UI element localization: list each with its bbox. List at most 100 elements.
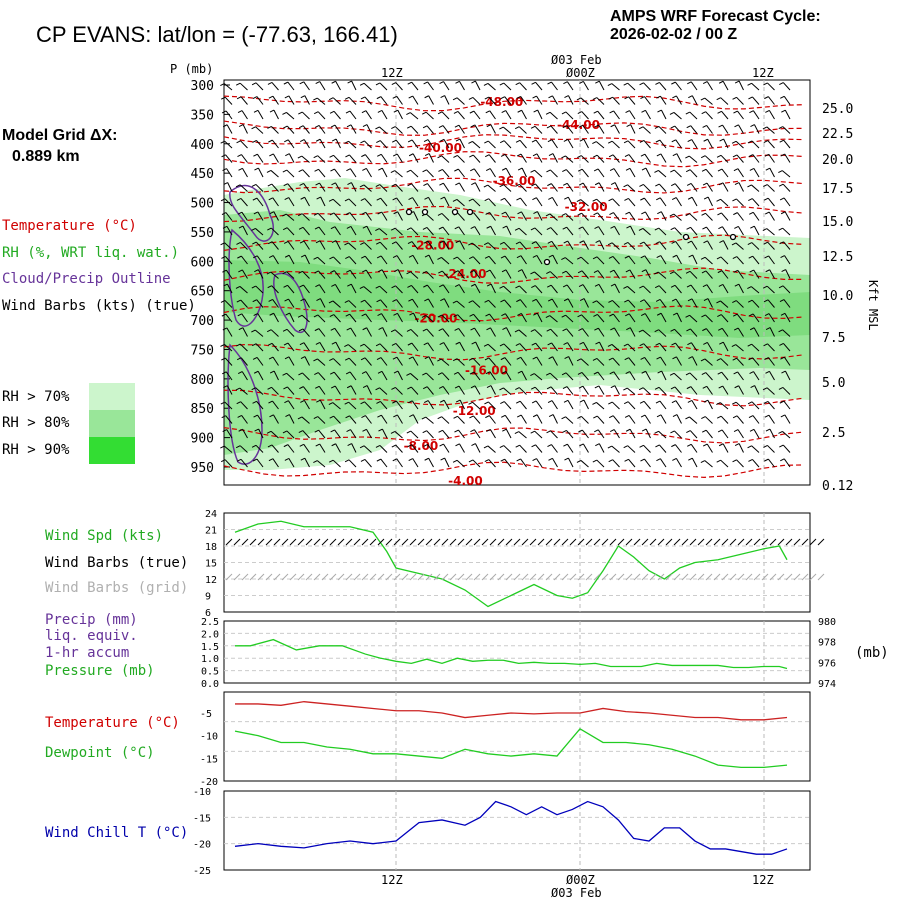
pressure-tick-900: 900 bbox=[191, 432, 214, 447]
pressure-tick-500: 500 bbox=[191, 197, 214, 212]
precip-panel-frame bbox=[223, 620, 811, 684]
wind-speed-label: Wind Spd (kts) bbox=[45, 528, 164, 544]
isotherm-label-3: -36.00 bbox=[493, 174, 536, 188]
calm-circle-2 bbox=[451, 208, 459, 216]
windchill-line bbox=[234, 800, 788, 855]
height-tick-5: 12.5 bbox=[822, 250, 853, 265]
precip-ytick-1: 2.0 bbox=[201, 629, 219, 640]
isotherm-line-8 bbox=[223, 305, 805, 322]
pressure-ytick-1: 978 bbox=[818, 638, 836, 649]
top-tick-12z-b: 12Z bbox=[752, 66, 774, 80]
pressure-tick-700: 700 bbox=[191, 314, 214, 329]
bottom-tick-12z-a: 12Z bbox=[381, 873, 403, 887]
pressure-tick-550: 550 bbox=[191, 226, 214, 241]
top-tick-00z: Ø00Z bbox=[566, 66, 595, 80]
windchill-label: Wind Chill T (°C) bbox=[45, 825, 189, 841]
wind-barbs-profile bbox=[220, 80, 791, 468]
pressure-line bbox=[235, 638, 788, 670]
legend-rh: RH (%, WRT liq. wat.) bbox=[2, 245, 180, 261]
height-tick-1: 22.5 bbox=[822, 127, 853, 142]
isotherm-line-1 bbox=[223, 120, 805, 136]
wind-ytick-3: 15 bbox=[205, 559, 217, 570]
windchill-ytick-2: -20 bbox=[193, 840, 211, 851]
windchill-ytick-0: -10 bbox=[193, 787, 211, 798]
wind-speed-line bbox=[234, 520, 788, 608]
calm-circle-4 bbox=[543, 258, 551, 266]
legend-rh70-label: RH > 70% bbox=[2, 389, 70, 405]
pressure-ytick-0: 980 bbox=[818, 617, 836, 628]
isotherm-line-3 bbox=[223, 151, 805, 168]
bottom-tick-00z: Ø00Z bbox=[566, 873, 595, 887]
wind-ytick-1: 21 bbox=[205, 526, 217, 537]
pressure-label: Pressure (mb) bbox=[45, 663, 155, 679]
windchill-ytick-3: -25 bbox=[193, 866, 211, 877]
pressure-tick-800: 800 bbox=[191, 373, 214, 388]
windchill-panel-frame bbox=[223, 790, 811, 871]
bottom-date: Ø03 Feb bbox=[551, 886, 602, 900]
cycle-title: AMPS WRF Forecast Cycle: bbox=[610, 8, 821, 25]
height-tick-0: 25.0 bbox=[822, 102, 853, 117]
pressure-tick-650: 650 bbox=[191, 285, 214, 300]
isotherm-line-2 bbox=[223, 134, 805, 150]
legend-rh80-swatch bbox=[89, 410, 135, 437]
isotherm-label-6: -24.00 bbox=[444, 267, 487, 281]
isotherm-line-11 bbox=[223, 427, 805, 444]
height-tick-10: 0.12 bbox=[822, 479, 853, 494]
isotherm-line-5 bbox=[223, 205, 805, 223]
temp-ytick-2: -15 bbox=[200, 754, 218, 765]
pressure-tick-400: 400 bbox=[191, 138, 214, 153]
isotherm-line-9 bbox=[223, 344, 805, 361]
legend-rh80-label: RH > 80% bbox=[2, 415, 70, 431]
temp-panel-frame bbox=[223, 691, 811, 782]
legend-temperature: Temperature (°C) bbox=[2, 218, 137, 234]
cloud-outline-4 bbox=[227, 343, 263, 465]
isotherm-label-8: -16.00 bbox=[465, 364, 508, 378]
height-tick-3: 17.5 bbox=[822, 182, 853, 197]
pressure-tick-300: 300 bbox=[191, 79, 214, 94]
calm-circle-3 bbox=[466, 208, 474, 216]
height-tick-9: 2.5 bbox=[822, 426, 845, 441]
temp-ytick-3: -20 bbox=[200, 777, 218, 788]
calm-circle-0 bbox=[405, 208, 413, 216]
windchill-ytick-1: -15 bbox=[193, 813, 211, 824]
wind-ytick-0: 24 bbox=[205, 509, 217, 520]
calm-circle-1 bbox=[421, 208, 429, 216]
precip-accum-label: 1-hr accum bbox=[45, 645, 130, 661]
legend-wind: Wind Barbs (kts) (true) bbox=[2, 298, 196, 314]
precip-ytick-3: 1.0 bbox=[201, 654, 219, 665]
precip-label: Precip (mm) bbox=[45, 612, 138, 628]
profile-frame bbox=[223, 79, 811, 486]
pressure-tick-600: 600 bbox=[191, 255, 214, 270]
temp-label: Temperature (°C) bbox=[45, 715, 180, 731]
precip-liq-label: liq. equiv. bbox=[45, 628, 138, 644]
isotherm-line-4 bbox=[223, 177, 805, 194]
wind-ytick-6: 6 bbox=[205, 608, 211, 619]
pressure-ytick-2: 976 bbox=[818, 658, 836, 669]
legend-rh70-swatch bbox=[89, 383, 135, 410]
height-tick-2: 20.0 bbox=[822, 153, 853, 168]
pressure-axis-title: P (mb) bbox=[170, 62, 214, 76]
height-tick-4: 15.0 bbox=[822, 215, 853, 230]
isotherm-label-0: -48.00 bbox=[480, 95, 523, 109]
legend-rh90-swatch bbox=[89, 437, 135, 464]
pressure-ytick-3: 974 bbox=[818, 679, 836, 690]
bottom-tick-12z-b: 12Z bbox=[752, 873, 774, 887]
station-title: CP EVANS: lat/lon = (-77.63, 166.41) bbox=[36, 22, 398, 47]
height-tick-7: 7.5 bbox=[822, 331, 845, 346]
top-date: Ø03 Feb bbox=[551, 53, 602, 67]
isotherm-label-7: -20.00 bbox=[414, 311, 457, 325]
isotherm-label-1: -44.00 bbox=[557, 118, 600, 132]
wind-barbs-true-row bbox=[225, 538, 825, 546]
precip-ytick-0: 2.5 bbox=[201, 617, 219, 628]
rh80-region bbox=[224, 210, 810, 455]
cloud-outline-1 bbox=[229, 184, 275, 242]
grid-value: 0.889 km bbox=[12, 148, 80, 165]
wind-barbs-grid-row bbox=[225, 573, 825, 581]
precip-ytick-2: 1.5 bbox=[201, 642, 219, 653]
height-tick-8: 5.0 bbox=[822, 376, 845, 391]
wind-barbs-grid-label: Wind Barbs (grid) bbox=[45, 580, 189, 596]
isotherm-label-10: -8.00 bbox=[404, 439, 439, 453]
precip-ytick-4: 0.5 bbox=[201, 667, 219, 678]
calm-circle-5 bbox=[682, 233, 690, 241]
